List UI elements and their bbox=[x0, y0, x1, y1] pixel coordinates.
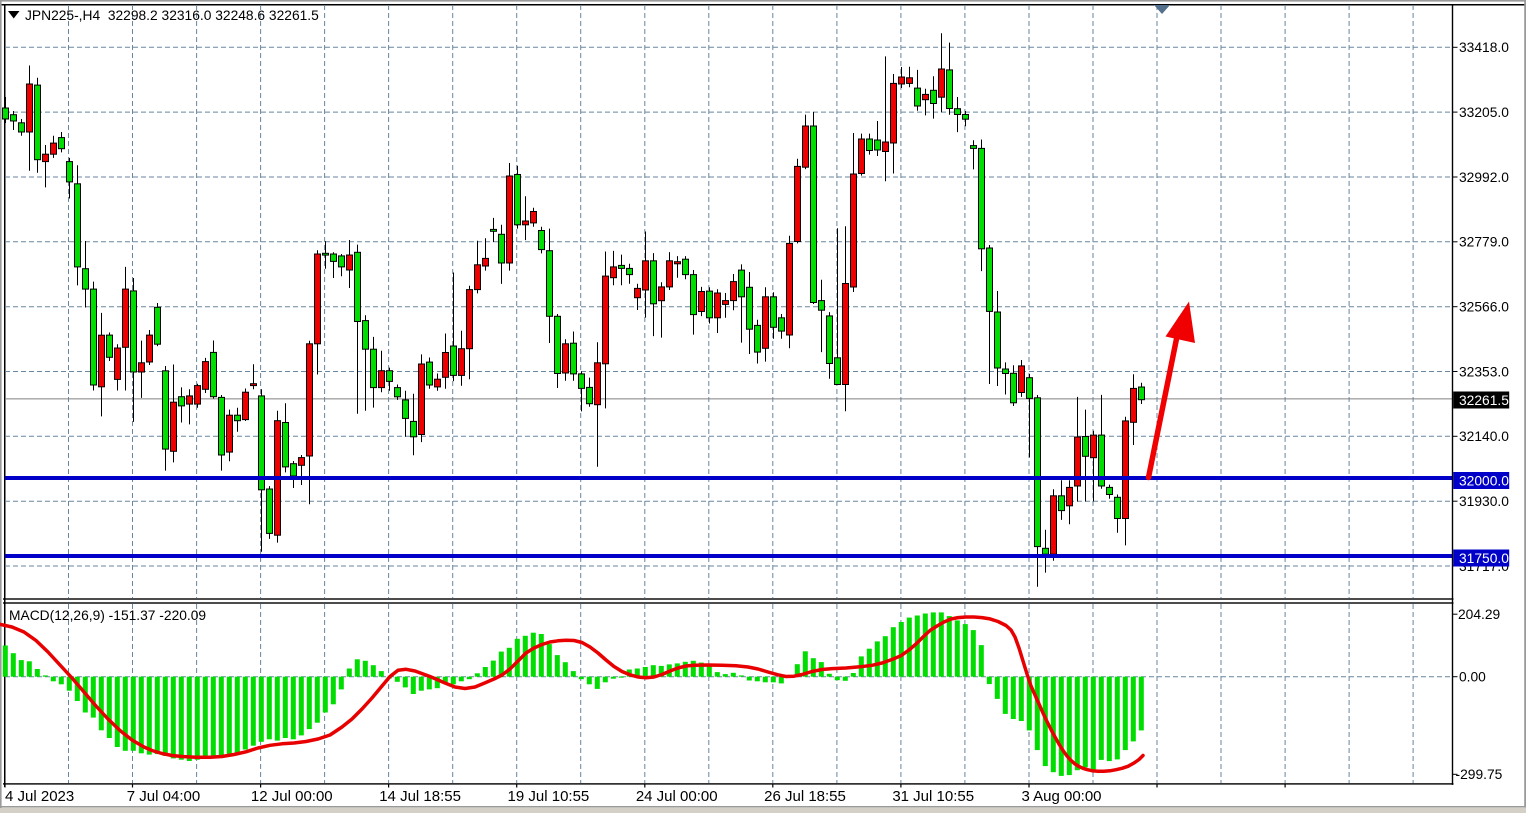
svg-text:12 Jul 00:00: 12 Jul 00:00 bbox=[251, 788, 333, 805]
svg-text:MACD(12,26,9) -151.37 -220.09: MACD(12,26,9) -151.37 -220.09 bbox=[9, 608, 206, 623]
svg-text:3 Aug 00:00: 3 Aug 00:00 bbox=[1021, 788, 1101, 805]
svg-text:33205.0: 33205.0 bbox=[1459, 105, 1509, 120]
svg-text:7 Jul 04:00: 7 Jul 04:00 bbox=[127, 788, 200, 805]
svg-text:31930.0: 31930.0 bbox=[1459, 494, 1509, 509]
svg-text:32992.0: 32992.0 bbox=[1459, 170, 1509, 185]
svg-text:32566.0: 32566.0 bbox=[1459, 300, 1509, 315]
svg-text:32000.0: 32000.0 bbox=[1459, 473, 1509, 488]
svg-text:19 Jul 10:55: 19 Jul 10:55 bbox=[508, 788, 590, 805]
svg-text:24 Jul 00:00: 24 Jul 00:00 bbox=[636, 788, 718, 805]
svg-text:0.00: 0.00 bbox=[1459, 670, 1486, 685]
svg-text:14 Jul 18:55: 14 Jul 18:55 bbox=[379, 788, 461, 805]
svg-text:32353.0: 32353.0 bbox=[1459, 364, 1509, 379]
svg-text:31750.0: 31750.0 bbox=[1459, 551, 1509, 566]
svg-text:4 Jul 2023: 4 Jul 2023 bbox=[5, 788, 74, 805]
svg-text:32779.0: 32779.0 bbox=[1459, 235, 1509, 250]
svg-text:33418.0: 33418.0 bbox=[1459, 40, 1509, 55]
svg-text:32261.5: 32261.5 bbox=[1459, 393, 1509, 408]
svg-text:JPN225-,H4 32298.2 32316.0 32: JPN225-,H4 32298.2 32316.0 32248.6 32261… bbox=[25, 8, 319, 23]
svg-text:32140.0: 32140.0 bbox=[1459, 429, 1509, 444]
svg-text:26 Jul 18:55: 26 Jul 18:55 bbox=[764, 788, 846, 805]
svg-text:31 Jul 10:55: 31 Jul 10:55 bbox=[892, 788, 974, 805]
svg-text:204.29: 204.29 bbox=[1458, 607, 1501, 622]
svg-text:-299.75: -299.75 bbox=[1456, 767, 1503, 782]
